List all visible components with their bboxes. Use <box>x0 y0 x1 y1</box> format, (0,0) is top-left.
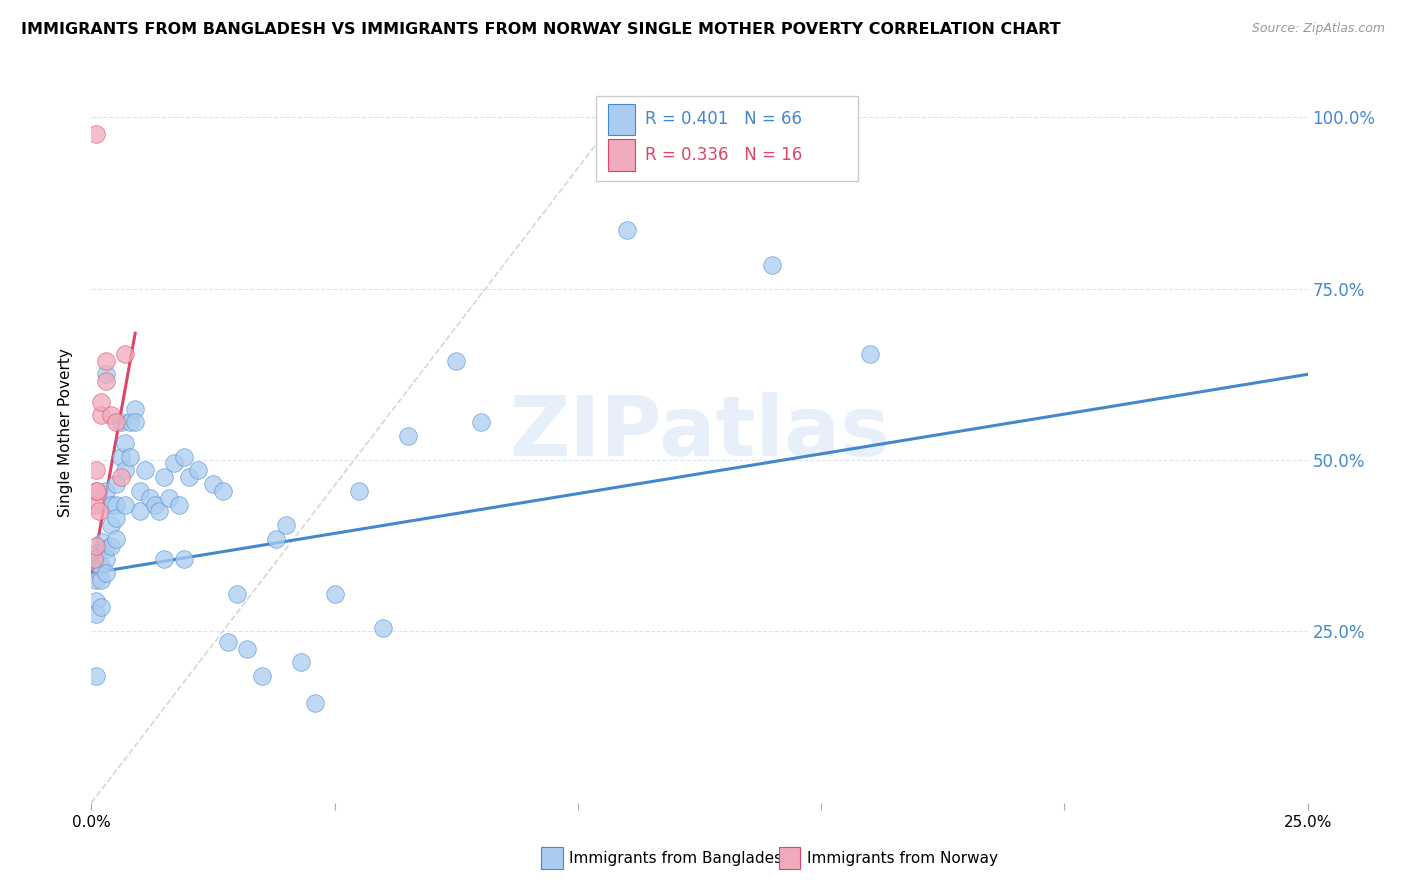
Point <box>91 535 114 549</box>
Point <box>114 463 136 477</box>
Point <box>100 498 122 512</box>
Point <box>157 491 180 505</box>
Point <box>94 566 117 581</box>
Bar <box>779 847 800 870</box>
Point <box>444 353 467 368</box>
Point <box>114 347 136 361</box>
Point <box>87 504 110 518</box>
Y-axis label: Single Mother Poverty: Single Mother Poverty <box>58 348 73 517</box>
Point <box>163 457 186 471</box>
Point <box>94 374 117 388</box>
Point <box>84 498 107 512</box>
Text: R = 0.401   N = 66: R = 0.401 N = 66 <box>645 111 801 128</box>
Point <box>84 128 107 142</box>
Point <box>84 463 107 477</box>
Point <box>110 415 132 429</box>
Point <box>94 552 117 566</box>
Point <box>120 415 142 429</box>
Point <box>153 470 176 484</box>
Point <box>110 450 132 464</box>
Point <box>616 223 638 237</box>
Point <box>90 409 112 423</box>
Point <box>90 559 112 574</box>
Point <box>90 600 112 615</box>
Point <box>859 347 882 361</box>
Point <box>153 552 176 566</box>
Point <box>124 415 146 429</box>
Bar <box>609 103 636 135</box>
Text: Source: ZipAtlas.com: Source: ZipAtlas.com <box>1251 22 1385 36</box>
Point <box>110 470 132 484</box>
Point <box>87 559 110 574</box>
Point <box>250 669 273 683</box>
Text: Immigrants from Norway: Immigrants from Norway <box>807 851 997 866</box>
Point <box>104 415 127 429</box>
Point <box>114 498 136 512</box>
Point <box>373 621 395 635</box>
Point <box>90 573 112 587</box>
Bar <box>541 847 564 870</box>
Point <box>139 491 162 505</box>
Text: ZIPatlas: ZIPatlas <box>509 392 890 473</box>
Point <box>143 498 166 512</box>
Text: IMMIGRANTS FROM BANGLADESH VS IMMIGRANTS FROM NORWAY SINGLE MOTHER POVERTY CORRE: IMMIGRANTS FROM BANGLADESH VS IMMIGRANTS… <box>21 22 1060 37</box>
Point <box>94 368 117 382</box>
Text: R = 0.336   N = 16: R = 0.336 N = 16 <box>645 146 801 164</box>
Point <box>761 258 783 272</box>
Point <box>100 539 122 553</box>
Point <box>90 394 112 409</box>
Point <box>84 539 107 553</box>
Point <box>86 545 108 559</box>
Point <box>124 401 146 416</box>
Point <box>100 518 122 533</box>
Point <box>264 532 287 546</box>
Point <box>100 409 122 423</box>
Point <box>84 669 107 683</box>
Point <box>84 593 107 607</box>
Point <box>114 436 136 450</box>
Point <box>104 511 127 525</box>
Point <box>274 518 297 533</box>
Point <box>134 463 156 477</box>
Point <box>83 552 105 566</box>
Point <box>211 483 233 498</box>
Point <box>396 429 419 443</box>
Point <box>177 470 200 484</box>
Bar <box>609 139 636 170</box>
Point <box>104 532 127 546</box>
Point <box>104 498 127 512</box>
Point <box>94 353 117 368</box>
Point <box>347 483 370 498</box>
Point <box>84 607 107 622</box>
Point <box>94 483 117 498</box>
Point <box>217 634 239 648</box>
FancyBboxPatch shape <box>596 95 858 181</box>
Point <box>84 573 107 587</box>
Text: Immigrants from Bangladesh: Immigrants from Bangladesh <box>569 851 792 866</box>
Point <box>148 504 170 518</box>
Point <box>226 587 249 601</box>
Point <box>129 483 152 498</box>
Point <box>84 483 107 498</box>
Point <box>470 415 492 429</box>
Point <box>290 655 312 669</box>
Point <box>173 450 195 464</box>
Point <box>86 483 108 498</box>
Point <box>304 697 326 711</box>
Point <box>167 498 190 512</box>
Point <box>104 477 127 491</box>
Point <box>323 587 346 601</box>
Point <box>94 542 117 557</box>
Point <box>236 641 259 656</box>
Point <box>120 450 142 464</box>
Point <box>173 552 195 566</box>
Point <box>84 552 107 566</box>
Point <box>187 463 209 477</box>
Point <box>202 477 225 491</box>
Point <box>129 504 152 518</box>
